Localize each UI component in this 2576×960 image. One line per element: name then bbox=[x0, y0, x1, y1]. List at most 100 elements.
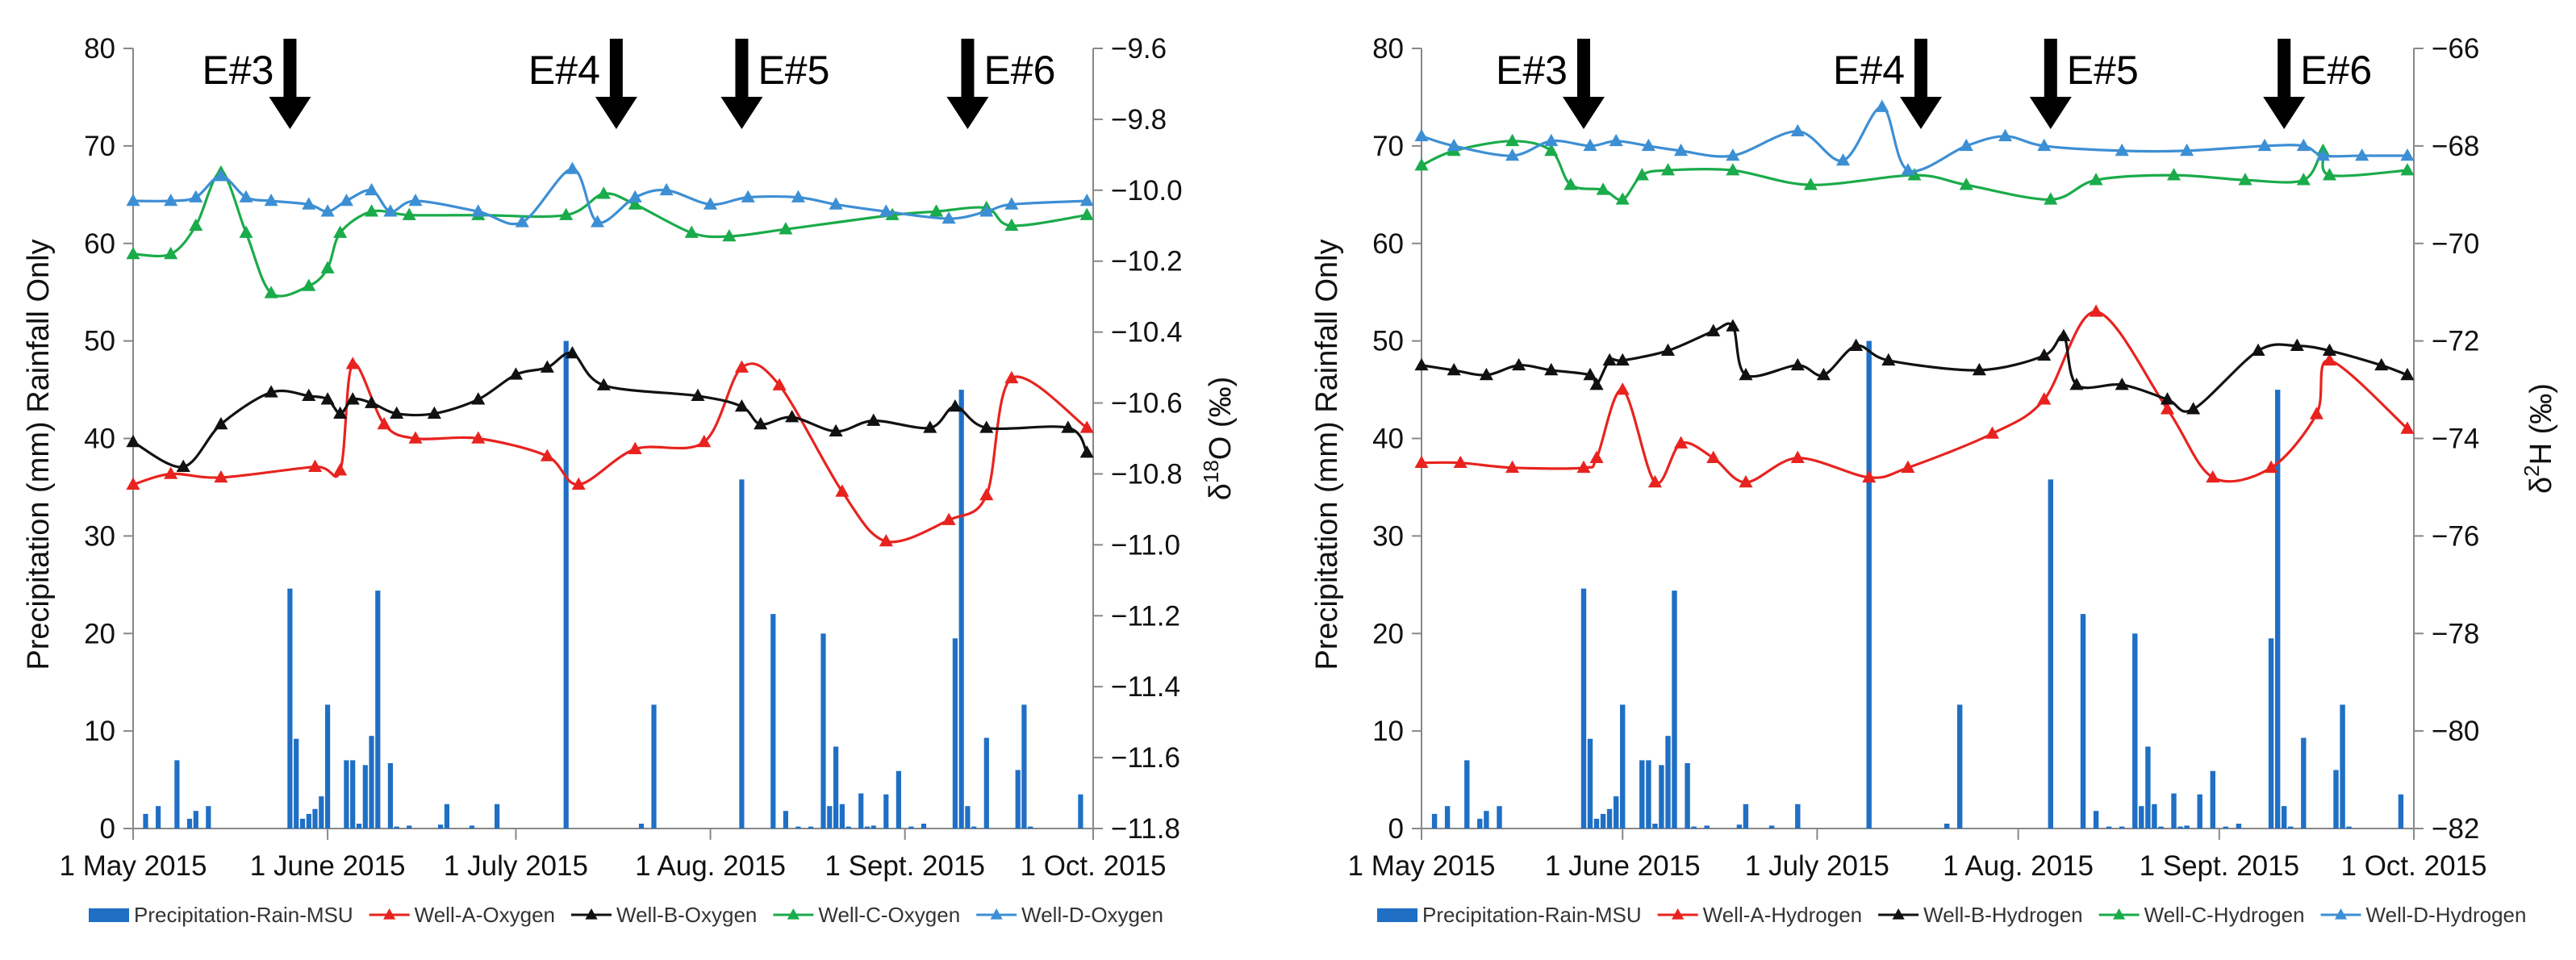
right-tick-label: −11.4 bbox=[1111, 671, 1180, 703]
right-tick-label: −78 bbox=[2432, 618, 2479, 649]
precip-bar bbox=[344, 760, 349, 829]
precip-bar bbox=[820, 633, 826, 829]
series-marker bbox=[1453, 455, 1468, 469]
series-marker bbox=[979, 420, 994, 433]
series-marker bbox=[948, 399, 962, 412]
right-tick-label: −10.8 bbox=[1111, 458, 1183, 490]
series-marker bbox=[365, 395, 379, 408]
precip-bar bbox=[870, 825, 876, 829]
series-marker bbox=[1079, 207, 1094, 220]
series-marker bbox=[302, 197, 316, 210]
series-marker bbox=[596, 186, 611, 199]
series-marker bbox=[164, 466, 178, 479]
precip-bar bbox=[1691, 826, 1697, 829]
series-line bbox=[1421, 140, 2408, 202]
series-marker bbox=[2315, 148, 2331, 161]
series-marker bbox=[2180, 143, 2194, 157]
series-marker bbox=[390, 406, 404, 419]
series-marker bbox=[345, 357, 360, 369]
series-marker bbox=[1061, 420, 1075, 433]
series-marker bbox=[1079, 194, 1094, 207]
series-marker bbox=[2037, 138, 2052, 152]
precip-bar bbox=[495, 803, 500, 829]
right-tick-label: −10.0 bbox=[1111, 175, 1183, 207]
left-tick-label: 40 bbox=[84, 424, 115, 455]
precip-bar bbox=[1795, 803, 1801, 829]
series-marker bbox=[408, 194, 423, 207]
precip-bar bbox=[1078, 794, 1083, 829]
legend-label: Well-D-Oxygen bbox=[1021, 903, 1163, 927]
series-marker bbox=[2037, 392, 2052, 405]
left-tick-label: 10 bbox=[1372, 716, 1404, 747]
series-marker bbox=[2056, 328, 2071, 341]
series-marker bbox=[365, 182, 379, 196]
series-marker bbox=[1004, 197, 1019, 210]
event-arrow-head bbox=[946, 97, 989, 129]
series-marker bbox=[571, 477, 586, 490]
legend-label: Precipitation-Rain-MSU bbox=[1422, 903, 1642, 927]
event-arrow-head bbox=[1900, 97, 1943, 129]
precip-bar bbox=[783, 811, 788, 829]
series-marker bbox=[471, 431, 486, 444]
series-marker bbox=[2296, 173, 2311, 186]
series-marker bbox=[189, 218, 203, 232]
x-tick-label: 1 Oct. 2015 bbox=[1021, 850, 1167, 882]
legend-swatch-marker bbox=[2334, 908, 2348, 920]
series-marker bbox=[1998, 128, 2013, 142]
left-tick-label: 0 bbox=[1388, 813, 1404, 845]
left-tick-label: 80 bbox=[1372, 33, 1404, 65]
series-marker bbox=[1706, 450, 1721, 463]
series-marker bbox=[1901, 460, 1915, 474]
legend-swatch-marker bbox=[787, 908, 800, 920]
precip-bar bbox=[186, 818, 193, 829]
precip-bar bbox=[2282, 806, 2287, 829]
left-tick-label: 20 bbox=[84, 618, 115, 649]
legend-label: Well-B-Hydrogen bbox=[1923, 903, 2082, 927]
series-marker bbox=[1414, 128, 1429, 142]
precip-bar bbox=[1652, 824, 1658, 829]
series-marker bbox=[879, 204, 893, 217]
precip-bar bbox=[1587, 738, 1593, 829]
precip-bar bbox=[1497, 806, 1502, 829]
precip-bar bbox=[2398, 794, 2404, 829]
precip-bar bbox=[407, 825, 412, 829]
precip-bar bbox=[952, 638, 958, 829]
series-marker bbox=[1596, 182, 1610, 195]
series-marker bbox=[126, 434, 140, 448]
right-tick-label: −70 bbox=[2432, 228, 2479, 260]
precip-bar bbox=[864, 826, 870, 829]
precip-bar bbox=[299, 818, 306, 829]
series-marker bbox=[471, 392, 486, 405]
event-arrow-shaft bbox=[283, 39, 297, 97]
series-marker bbox=[1505, 460, 1520, 474]
series-marker bbox=[1849, 338, 1864, 351]
series-marker bbox=[941, 211, 956, 224]
series-marker bbox=[2400, 367, 2415, 381]
legend-swatch-marker bbox=[585, 908, 598, 920]
series-marker bbox=[345, 392, 360, 405]
x-tick-label: 1 Sept. 2015 bbox=[2140, 850, 2300, 882]
right-tick-label: −11.8 bbox=[1111, 813, 1180, 845]
precip-bar bbox=[638, 824, 645, 829]
series-marker bbox=[2206, 470, 2220, 483]
precip-bar bbox=[2177, 826, 2183, 829]
precip-bar bbox=[1866, 340, 1872, 829]
series-marker bbox=[734, 360, 749, 373]
series-marker bbox=[508, 367, 523, 380]
precip-bar bbox=[1672, 591, 1677, 829]
series-marker bbox=[565, 346, 579, 359]
precip-bar bbox=[1606, 808, 1613, 829]
precip-bar bbox=[2139, 806, 2144, 829]
legend-swatch-marker bbox=[990, 908, 1003, 920]
x-tick-label: 1 Sept. 2015 bbox=[825, 850, 985, 882]
series-marker bbox=[885, 207, 900, 220]
left-axis-title: Precipitation (mm) Rainfall Only bbox=[22, 239, 56, 670]
series-marker bbox=[1079, 445, 1094, 458]
series-marker bbox=[1803, 177, 1818, 190]
series-marker bbox=[628, 197, 642, 210]
series-marker bbox=[1862, 470, 1877, 483]
series-marker bbox=[1635, 168, 1649, 181]
series-marker bbox=[1790, 357, 1805, 371]
series-marker bbox=[302, 278, 316, 291]
event-label: E#4 bbox=[528, 48, 600, 93]
